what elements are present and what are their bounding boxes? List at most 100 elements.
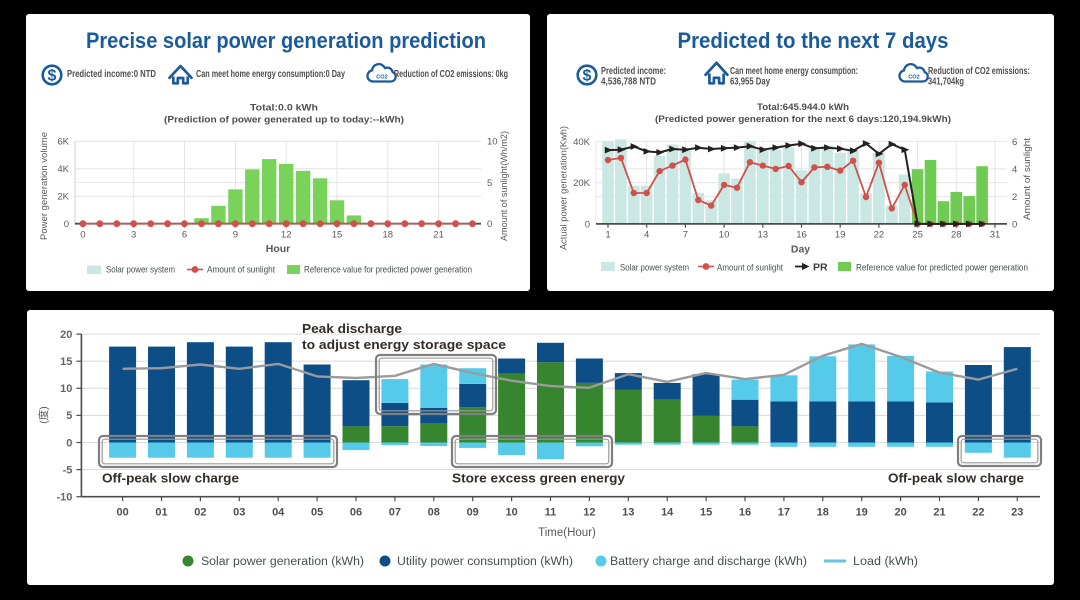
svg-text:05: 05 [311,507,323,519]
svg-text:6: 6 [182,230,187,241]
svg-text:14: 14 [661,507,674,519]
svg-text:CO2: CO2 [376,75,388,81]
svg-text:(Predicted power generation fo: (Predicted power generation for the next… [655,114,951,125]
svg-text:Total:645.944.0 kWh: Total:645.944.0 kWh [757,102,849,113]
svg-text:40K: 40K [573,137,591,148]
svg-text:00: 00 [116,507,128,519]
svg-text:17: 17 [778,507,790,519]
svg-text:12: 12 [281,230,292,241]
svg-text:10: 10 [60,383,72,395]
svg-text:2K: 2K [57,192,69,203]
svg-text:Amount of sunlight: Amount of sunlight [1022,138,1033,220]
svg-text:0: 0 [487,219,492,230]
svg-text:01: 01 [155,507,167,519]
svg-text:(度): (度) [37,406,50,424]
svg-text:25: 25 [912,230,923,241]
svg-text:4K: 4K [57,164,69,175]
svg-text:Can meet home energy consumpti: Can meet home energy consumption:0 Day [196,69,345,80]
svg-text:4: 4 [1012,164,1017,175]
svg-text:0: 0 [585,219,590,230]
svg-text:Reference value for predicted: Reference value for predicted power gene… [304,265,472,275]
svg-text:Solar power system: Solar power system [620,263,689,273]
svg-text:07: 07 [389,507,401,519]
svg-text:20K: 20K [573,178,591,189]
svg-text:Can meet home energy consumpti: Can meet home energy consumption: [730,66,858,77]
svg-text:Day: Day [791,244,810,256]
svg-text:31: 31 [990,230,1001,241]
svg-text:08: 08 [428,507,440,519]
svg-text:Battery charge and discharge (: Battery charge and discharge (kWh) [610,556,807,568]
svg-text:10: 10 [719,230,730,241]
svg-text:Off-peak slow charge: Off-peak slow charge [102,472,239,486]
svg-text:Utility power consumption (kWh: Utility power consumption (kWh) [397,556,573,568]
svg-text:Time(Hour): Time(Hour) [538,527,596,539]
svg-text:21: 21 [433,230,444,241]
svg-text:$: $ [48,68,57,85]
svg-text:6: 6 [1012,137,1017,148]
svg-text:18: 18 [383,230,394,241]
svg-text:21: 21 [933,507,945,519]
svg-text:Load (kWh): Load (kWh) [853,556,918,568]
svg-text:PR: PR [813,262,828,274]
svg-text:Predicted to the next 7 days: Predicted to the next 7 days [678,28,949,53]
svg-text:Amount of sunlight(Wh/m2): Amount of sunlight(Wh/m2) [499,131,510,241]
svg-text:Actual power generation(Kwh): Actual power generation(Kwh) [559,126,570,250]
svg-text:15: 15 [332,230,343,241]
svg-text:Amount of sunlight: Amount of sunlight [717,263,783,273]
svg-text:28: 28 [951,230,962,241]
svg-text:4,536,788 NTD: 4,536,788 NTD [601,76,656,87]
svg-text:to adjust energy storage space: to adjust energy storage space [302,338,506,352]
svg-text:Reduction of CO2 emissions:: Reduction of CO2 emissions: [928,66,1030,77]
svg-text:Off-peak slow charge: Off-peak slow charge [888,472,1024,486]
svg-text:23: 23 [1011,507,1023,519]
svg-text:341,704kg: 341,704kg [928,76,964,87]
svg-text:4: 4 [644,230,649,241]
svg-text:Solar power system: Solar power system [106,265,175,275]
svg-text:6K: 6K [57,137,69,148]
svg-text:2: 2 [1012,192,1017,203]
svg-text:Reduction of CO2 emissions: 0k: Reduction of CO2 emissions: 0kg [394,69,508,80]
svg-text:18: 18 [817,507,829,519]
svg-text:19: 19 [835,230,846,241]
svg-text:20: 20 [60,329,72,341]
svg-text:9: 9 [233,230,238,241]
svg-text:13: 13 [622,507,634,519]
svg-text:Reference value for predicted: Reference value for predicted power gene… [856,263,1028,273]
svg-text:Predicted income:: Predicted income: [601,66,666,77]
svg-text:10: 10 [487,137,498,148]
svg-text:5: 5 [487,178,492,189]
svg-text:0: 0 [64,219,69,230]
svg-text:Total:0.0 kWh: Total:0.0 kWh [250,103,318,114]
svg-text:Hour: Hour [266,243,291,255]
svg-text:04: 04 [272,507,285,519]
svg-text:0: 0 [66,437,72,449]
svg-text:Precise solar power generation: Precise solar power generation predictio… [86,28,486,53]
svg-text:16: 16 [739,507,751,519]
svg-text:09: 09 [467,507,479,519]
svg-text:63,955 Day: 63,955 Day [730,76,770,87]
svg-text:3: 3 [131,230,136,241]
svg-text:0: 0 [80,230,85,241]
svg-text:-10: -10 [56,492,72,504]
svg-text:16: 16 [796,230,807,241]
svg-text:15: 15 [60,356,72,368]
svg-text:22: 22 [874,230,885,241]
svg-text:Store excess green energy: Store excess green energy [452,472,625,486]
svg-text:19: 19 [856,507,868,519]
svg-text:-5: -5 [63,464,73,476]
svg-text:1: 1 [605,230,610,241]
svg-text:11: 11 [545,507,557,519]
svg-text:7: 7 [683,230,688,241]
svg-text:22: 22 [972,507,984,519]
svg-text:Power generation volume: Power generation volume [39,132,50,240]
svg-text:5: 5 [66,410,72,422]
svg-text:03: 03 [233,507,245,519]
svg-text:15: 15 [700,507,712,519]
svg-text:20: 20 [894,507,906,519]
svg-text:Peak discharge: Peak discharge [302,322,402,336]
svg-text:Predicted income:0 NTD: Predicted income:0 NTD [67,69,156,80]
svg-text:$: $ [583,68,592,85]
svg-text:(Prediction of power generated: (Prediction of power generated up to tod… [164,115,404,126]
svg-text:CO2: CO2 [908,75,920,81]
svg-text:12: 12 [583,507,595,519]
